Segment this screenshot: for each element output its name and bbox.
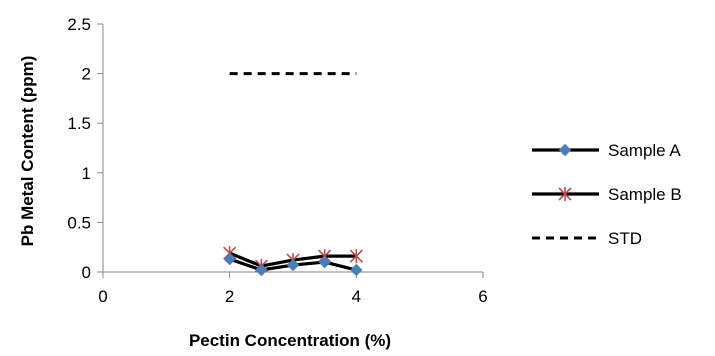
y-tick-label: 2	[82, 65, 91, 84]
y-tick-label: 1	[82, 164, 91, 183]
legend-label: STD	[608, 229, 642, 248]
legend-item-sample-b: Sample B	[532, 185, 682, 204]
data-point-sample-a	[286, 258, 300, 272]
data-point-sample-b	[349, 249, 363, 264]
x-tick-label: 6	[478, 287, 487, 306]
data-point-sample-a	[350, 263, 363, 277]
legend-marker	[558, 143, 572, 157]
series-layer	[223, 72, 363, 277]
x-tick-label: 0	[98, 287, 107, 306]
legend-label: Sample A	[608, 141, 681, 160]
legend-item-sample-a: Sample A	[532, 141, 681, 160]
legend-label: Sample B	[608, 185, 682, 204]
x-tick-label: 2	[225, 287, 234, 306]
x-tick-label: 4	[352, 287, 361, 306]
legend-item-std: STD	[532, 229, 642, 248]
legend: Sample A Sample B STD	[532, 141, 682, 248]
x-axis-title: Pectin Concentration (%)	[189, 331, 391, 350]
y-axis-title: Pb Metal Content (ppm)	[18, 56, 37, 247]
y-tick-label: 1.5	[67, 114, 91, 133]
data-point-sample-a	[318, 255, 331, 269]
y-ticks: 0 0.5 1 1.5 2 2.5	[67, 15, 103, 282]
y-tick-label: 0.5	[67, 213, 91, 232]
data-point-sample-a	[255, 263, 268, 277]
x-ticks: 0 2 4 6	[98, 272, 488, 306]
series-sample-a	[223, 252, 363, 277]
y-tick-label: 0	[82, 263, 91, 282]
axes	[102, 24, 483, 273]
data-point-sample-a	[223, 252, 236, 266]
legend-marker	[558, 187, 572, 201]
y-tick-label: 2.5	[67, 15, 91, 34]
